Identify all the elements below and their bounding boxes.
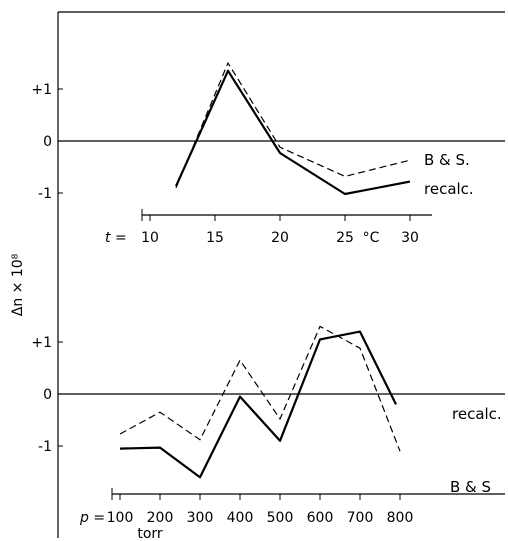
x-tick-label: 800 — [387, 510, 414, 526]
x-tick-label: 400 — [227, 510, 254, 526]
y-tick-label: -1 — [38, 439, 52, 455]
y-tick-label: -1 — [38, 186, 52, 202]
series-line-bs — [175, 62, 411, 189]
x-tick-label: 100 — [107, 510, 134, 526]
series-label: B & S — [450, 478, 491, 496]
x-tick-label: 700 — [347, 510, 374, 526]
y-tick-label: 0 — [43, 134, 52, 150]
panel-1: +1 0 -1 10 15 20 25 °C 30 t = — [31, 62, 505, 246]
series-line-recalc — [119, 330, 397, 479]
series-label: recalc. — [424, 180, 474, 198]
x-tick-label: 500 — [267, 510, 294, 526]
x-tick-label: 200 — [147, 510, 174, 526]
x-tick-label: 10 — [141, 230, 159, 246]
y-axis-label: Δn × 10⁸ — [10, 253, 26, 316]
series-label: B & S. — [424, 151, 470, 169]
x-axis-prefix: t = — [105, 230, 127, 246]
panel-2: +1 0 -1 100 200 300 400 500 600 700 800 p = torr — [31, 325, 505, 541]
chart-panels: +1 0 -1 10 15 20 25 °C 30 t = +1 0 -1 100 200 300 400 500… — [31, 11, 505, 541]
x-tick-label: 15 — [206, 230, 224, 246]
x-tick-label: 30 — [401, 230, 419, 246]
x-axis-prefix: p = — [79, 510, 105, 526]
series-line-recalc — [174, 69, 411, 196]
x-tick-label: 20 — [271, 230, 289, 246]
y-tick-label: +1 — [31, 335, 52, 351]
x-axis-label: torr — [137, 526, 163, 541]
y-tick-label: +1 — [31, 82, 52, 98]
x-tick-label: 300 — [187, 510, 214, 526]
x-unit-label: °C — [363, 230, 380, 246]
x-tick-label: 25 — [336, 230, 354, 246]
x-tick-label: 600 — [307, 510, 334, 526]
series-label: recalc. — [452, 405, 502, 423]
y-tick-label: 0 — [43, 387, 52, 403]
series-line-bs — [119, 325, 401, 452]
